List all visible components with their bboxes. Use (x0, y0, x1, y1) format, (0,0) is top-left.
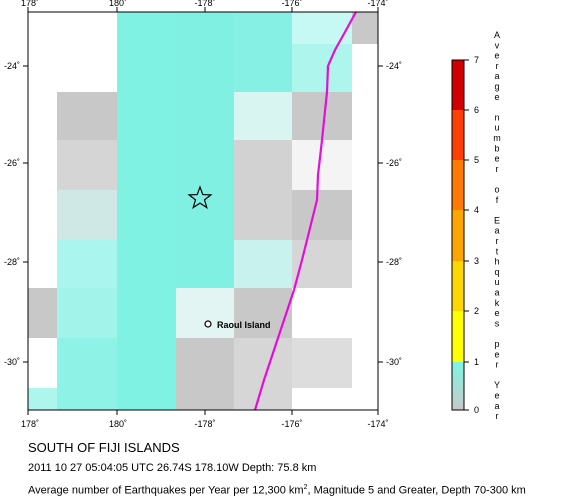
colorbar-segment (452, 362, 464, 410)
grid-cell (234, 92, 292, 140)
grid-cell (176, 338, 234, 410)
lon-label: -176˚ (281, 0, 302, 8)
grid-cell (292, 190, 352, 240)
lat-label: -26˚ (4, 158, 20, 168)
description-prefix: Average number of Earthquakes per Year p… (28, 484, 304, 497)
grid-cell (57, 240, 117, 288)
colorbar-tick: 2 (474, 306, 479, 316)
lon-label: -174˚ (367, 0, 388, 8)
grid-cell (176, 288, 234, 338)
colorbar-tick: 5 (474, 155, 479, 165)
colorbar-segment (452, 60, 464, 110)
grid-cell (57, 140, 117, 190)
lat-label: -26˚ (386, 158, 402, 168)
grid-cell (234, 240, 292, 288)
colorbar-frame (451, 59, 465, 411)
grid-cell (28, 388, 57, 410)
grid-cell (28, 288, 57, 338)
grid-cell (176, 12, 234, 288)
colorbar-tick: 3 (474, 256, 479, 266)
colorbar-segment (452, 261, 464, 311)
colorbar-tick: 1 (474, 357, 479, 367)
left-lat-labels: -24˚ -26˚ -28˚ -30˚ (4, 61, 20, 367)
lon-label: 180˚ (109, 419, 127, 429)
place-label: Raoul Island (217, 320, 271, 330)
colorbar-tick: 6 (474, 105, 479, 115)
lon-label: -178˚ (194, 0, 215, 8)
colorbar-segment (452, 210, 464, 261)
grid-cell (57, 338, 117, 410)
lat-label: -24˚ (386, 61, 402, 71)
grid-cell (234, 12, 292, 92)
grid-cell (57, 190, 117, 240)
grid-cell (57, 288, 117, 338)
lon-label: -174˚ (367, 419, 388, 429)
grid-cell (292, 338, 352, 388)
seismicity-map: Raoul Island 178˚ 180˚ -178˚ -176˚ -174˚ (4, 0, 501, 429)
lat-label: -28˚ (386, 257, 402, 267)
map-ticks (23, 7, 383, 415)
lon-label: 180˚ (109, 0, 127, 8)
grid-cell (117, 12, 176, 410)
lat-label: -30˚ (4, 357, 20, 367)
lat-label: -24˚ (4, 61, 20, 71)
colorbar-segment (452, 110, 464, 160)
colorbar-segment (452, 311, 464, 362)
star-icon (187, 185, 213, 210)
lat-label: -28˚ (4, 257, 20, 267)
grid-cell (352, 12, 378, 44)
description-suffix: , Magnitude 5 and Greater, Depth 70-300 … (307, 484, 526, 497)
rate-grid (28, 12, 378, 410)
lon-label: 178˚ (21, 419, 39, 429)
colorbar-segment (452, 160, 464, 210)
lat-label: -30˚ (386, 357, 402, 367)
bottom-lon-labels: 178˚ 180˚ -178˚ -176˚ -174˚ (21, 419, 389, 429)
top-lon-labels: 178˚ 180˚ -178˚ -176˚ -174˚ (21, 0, 389, 8)
map-description: Average number of Earthquakes per Year p… (28, 484, 526, 497)
grid-cell (234, 140, 292, 240)
grid-cell (57, 92, 117, 140)
map-frame (27, 11, 379, 411)
grid-cell (292, 12, 352, 44)
grid-cell (234, 288, 292, 338)
event-info: 2011 10 27 05:04:05 UTC 26.74S 178.10W D… (28, 462, 317, 474)
grid-cell (234, 338, 292, 410)
colorbar-tick: 4 (474, 205, 479, 215)
lon-label: -178˚ (194, 419, 215, 429)
grid-cell (292, 44, 352, 92)
colorbar-tick: 0 (474, 405, 479, 415)
region-title: SOUTH OF FIJI ISLANDS (28, 440, 180, 455)
description-superscript: 2 (303, 484, 308, 491)
lon-label: -176˚ (281, 419, 302, 429)
right-lat-labels: -24˚ -26˚ -28˚ -30˚ (386, 61, 402, 367)
colorbar-tick: 7 (474, 55, 479, 65)
plate-boundary-line (253, 11, 357, 411)
lon-label: 178˚ (21, 0, 39, 8)
raoul-island-marker (204, 320, 212, 328)
